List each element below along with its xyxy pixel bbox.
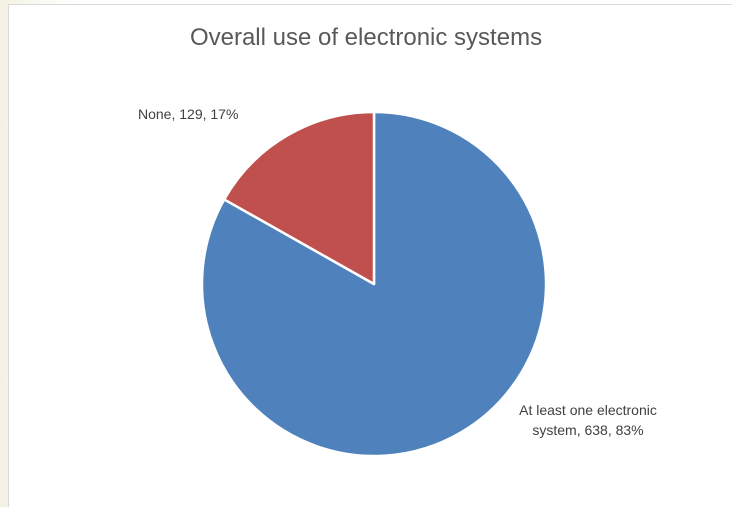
slice-label-at-least-one-system: At least one electronic system, 638, 83% xyxy=(519,402,657,438)
slice-label-none: None, 129, 17% xyxy=(138,106,239,122)
pie-slice-none xyxy=(222,110,376,286)
pie-slices xyxy=(200,110,548,458)
chart-title: Overall use of electronic systems xyxy=(189,24,543,51)
